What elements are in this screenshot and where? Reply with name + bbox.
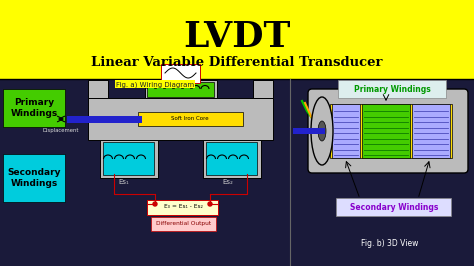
FancyBboxPatch shape (88, 98, 273, 140)
Ellipse shape (311, 97, 333, 165)
Ellipse shape (318, 121, 326, 141)
Text: Soft Iron Core: Soft Iron Core (171, 117, 209, 122)
FancyBboxPatch shape (207, 142, 257, 174)
FancyBboxPatch shape (103, 142, 155, 174)
FancyBboxPatch shape (152, 217, 217, 231)
FancyBboxPatch shape (138, 112, 243, 126)
FancyBboxPatch shape (162, 64, 201, 82)
Text: Secondary
Windings: Secondary Windings (7, 168, 61, 188)
FancyBboxPatch shape (332, 104, 360, 158)
Text: Fig. a) Wiring Diagram: Fig. a) Wiring Diagram (116, 81, 194, 88)
FancyBboxPatch shape (362, 104, 410, 158)
Circle shape (153, 202, 157, 206)
FancyBboxPatch shape (203, 140, 261, 178)
FancyBboxPatch shape (147, 81, 215, 97)
Text: Secondary Windings: Secondary Windings (350, 202, 438, 211)
FancyBboxPatch shape (0, 79, 474, 266)
FancyBboxPatch shape (293, 128, 325, 134)
Text: Primary
Windings: Primary Windings (10, 98, 58, 118)
Text: Displacement: Displacement (43, 128, 79, 133)
Circle shape (208, 202, 212, 206)
Text: E₀ = Es₁ - Es₂: E₀ = Es₁ - Es₂ (164, 205, 202, 210)
FancyBboxPatch shape (330, 104, 452, 158)
FancyBboxPatch shape (3, 89, 65, 127)
Text: Es₁: Es₁ (118, 179, 129, 185)
Text: Differential Output: Differential Output (156, 221, 211, 226)
Text: Fig. b) 3D View: Fig. b) 3D View (361, 239, 419, 248)
FancyBboxPatch shape (67, 116, 142, 123)
FancyBboxPatch shape (253, 80, 273, 98)
FancyBboxPatch shape (88, 80, 108, 98)
FancyBboxPatch shape (3, 154, 65, 202)
FancyBboxPatch shape (0, 0, 474, 79)
FancyBboxPatch shape (338, 80, 447, 98)
Text: Linear Variable Differential Transducer: Linear Variable Differential Transducer (91, 56, 383, 69)
FancyBboxPatch shape (337, 197, 452, 215)
FancyBboxPatch shape (147, 200, 219, 214)
Text: LVDT: LVDT (183, 20, 291, 54)
FancyBboxPatch shape (100, 140, 158, 178)
FancyBboxPatch shape (145, 80, 217, 98)
FancyBboxPatch shape (308, 89, 468, 173)
FancyBboxPatch shape (412, 104, 450, 158)
Text: Es₂: Es₂ (223, 179, 233, 185)
Text: Primary Windings: Primary Windings (354, 85, 430, 94)
